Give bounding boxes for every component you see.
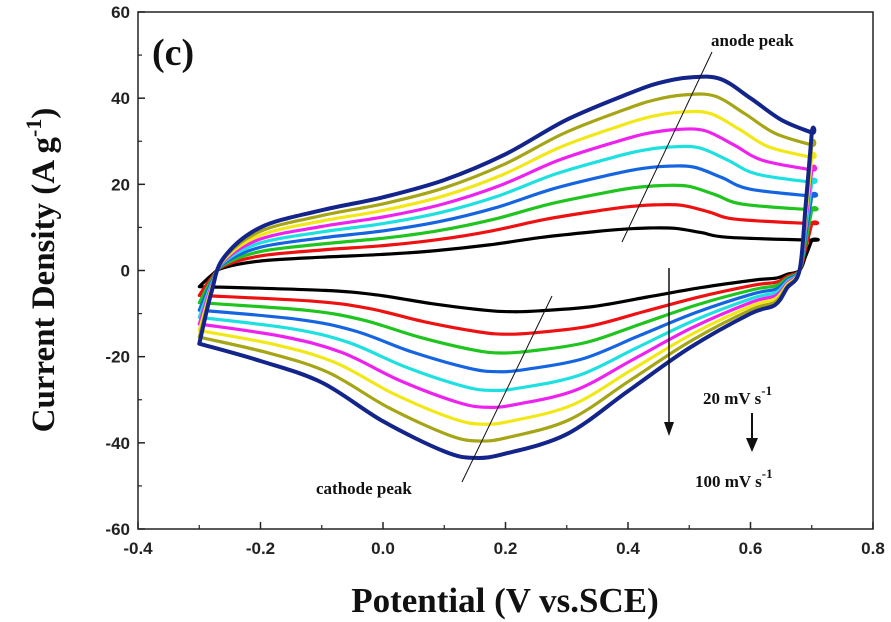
cv-series-line	[197, 202, 820, 336]
y-tick-label: 0	[121, 262, 130, 281]
cv-series-line	[197, 127, 818, 409]
rate-high-label: 100 mV s-1	[695, 466, 773, 491]
y-axis-title: Current Density (A g-1)	[21, 108, 62, 433]
x-tick-label: 0.0	[371, 539, 395, 558]
x-tick-label: 0.2	[494, 539, 518, 558]
cv-series-line	[197, 74, 817, 460]
y-tick-label: -20	[105, 348, 130, 367]
x-axis-title: Potential (V vs.SCE)	[351, 581, 659, 620]
rate-low-sup: -1	[761, 383, 772, 398]
cv-series-line	[197, 144, 818, 393]
y-axis-title-text: Current Density (A g	[26, 136, 62, 432]
peak-leader-lines	[461, 51, 758, 483]
cv-series-line	[197, 109, 817, 426]
y-tick-label: 60	[111, 3, 130, 22]
y-tick-label: 20	[111, 175, 130, 194]
y-tick-label: -40	[105, 434, 130, 453]
cv-curves	[197, 74, 820, 460]
cv-series-line	[197, 226, 820, 314]
cathode-peak-label: cathode peak	[316, 479, 412, 498]
plot-frame	[137, 11, 874, 530]
rate-high-text: 100 mV s	[695, 472, 762, 491]
rate-arrow-main-head	[664, 422, 674, 436]
rate-low-label: 20 mV s-1	[703, 383, 772, 408]
y-axis-title-close: )	[26, 108, 62, 119]
x-tick-label: 0.8	[861, 539, 885, 558]
anode-leader-line	[621, 51, 713, 243]
cv-series-line	[197, 183, 819, 355]
panel-label: (c)	[152, 32, 194, 74]
x-tick-label: 0.4	[616, 539, 640, 558]
y-axis-ticks: -60 -40 -20 0 20 40 60	[105, 3, 145, 539]
x-tick-label: -0.4	[123, 539, 153, 558]
anode-peak-label: anode peak	[711, 31, 794, 50]
cathode-leader-line	[461, 295, 553, 483]
y-tick-label: -60	[105, 520, 130, 539]
x-tick-label: 0.6	[739, 539, 763, 558]
rate-low-text: 20 mV s	[703, 389, 762, 408]
x-tick-label: -0.2	[246, 539, 275, 558]
rate-arrow-small-head	[746, 438, 758, 452]
rate-high-sup: -1	[762, 466, 773, 481]
y-axis-title-sup: -1	[21, 119, 46, 137]
x-axis-ticks: -0.4 -0.2 0.0 0.2 0.4 0.6 0.8	[123, 522, 885, 558]
y-tick-label: 40	[111, 89, 130, 108]
cv-series-line	[197, 164, 819, 374]
